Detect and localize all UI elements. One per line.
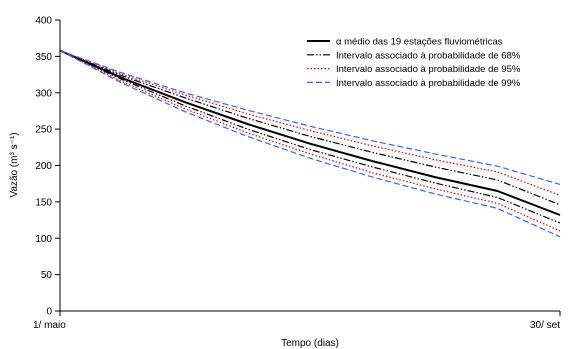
series-line-2-upper [59, 50, 561, 196]
y-tick-label: 0 [46, 307, 52, 318]
series-line-1-upper [59, 50, 561, 206]
y-tick-label: 200 [35, 161, 52, 172]
x-tick-label-start: 1/ maio [33, 320, 66, 331]
y-tick-label: 350 [35, 52, 52, 63]
legend: α médio das 19 estações fluviométricas In… [307, 37, 521, 89]
y-tick-label: 400 [35, 16, 52, 27]
y-tick-label: 50 [41, 270, 53, 281]
series-line-mean [59, 49, 561, 216]
y-tick-label: 250 [35, 125, 52, 136]
legend-label: Intervalo associado à probabilidade de 9… [336, 64, 521, 75]
x-axis-title: Tempo (dias) [281, 338, 339, 349]
series-line-3-lower [59, 50, 561, 238]
y-axis-title: Vazão (m³ s⁻¹) [9, 132, 20, 197]
axes: 0 50 100 150 200 250 300 350 400 1/ maio 30/ set [33, 16, 561, 331]
series-line-2-lower [59, 50, 561, 232]
series-line-3-upper [59, 50, 561, 185]
legend-label: Intervalo associado à probabilidade de 9… [336, 78, 521, 89]
x-tick-label-end: 30/ set [530, 320, 560, 331]
y-tick-label: 300 [35, 88, 52, 99]
series-line-1-lower [59, 50, 561, 224]
legend-label: Intervalo associado à probabilidade de 6… [336, 50, 521, 61]
y-tick-label: 150 [35, 197, 52, 208]
y-ticks: 0 50 100 150 200 250 300 350 400 [35, 16, 60, 318]
y-tick-label: 100 [35, 234, 52, 245]
plot-lines [59, 49, 561, 238]
legend-label: α médio das 19 estações fluviométricas [336, 37, 503, 48]
